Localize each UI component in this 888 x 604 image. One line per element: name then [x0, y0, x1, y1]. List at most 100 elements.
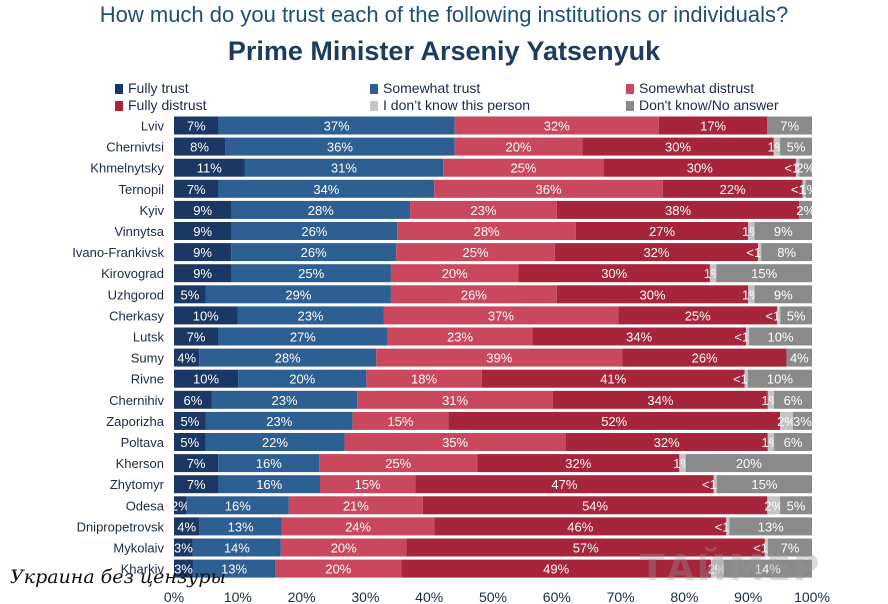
data-label: 25% — [463, 245, 489, 260]
legend-swatch-dont-know-person — [370, 101, 378, 112]
bar-segment-dont-know-person — [780, 411, 793, 430]
bar-segment-somewhat-distrust — [396, 243, 555, 262]
data-label: 25% — [298, 266, 324, 281]
category-label: Zhytomyr — [110, 477, 165, 492]
data-label: 30% — [601, 266, 627, 281]
bar-segment-somewhat-trust — [231, 243, 397, 262]
data-label: 10% — [193, 372, 219, 387]
data-label: 28% — [474, 224, 500, 239]
data-label: 26% — [692, 351, 718, 366]
data-label: 35% — [442, 435, 468, 450]
bar-segment-dont-know-answer — [786, 348, 812, 367]
bar-segment-somewhat-trust — [205, 285, 391, 304]
data-label: 30% — [687, 161, 713, 176]
data-label: 31% — [442, 393, 468, 408]
data-label: 15% — [355, 477, 381, 492]
data-label: 5% — [787, 498, 806, 513]
bar-segment-fully-distrust — [565, 433, 768, 451]
category-label: Ternopil — [118, 182, 164, 197]
bar-segment-dont-know-answer — [780, 306, 812, 325]
legend-somewhat-distrust: Somewhat distrust — [626, 80, 754, 96]
data-label: 7% — [187, 182, 206, 197]
x-tick-label: 10% — [224, 589, 252, 604]
data-label: 7% — [187, 119, 206, 134]
bar-segment-fully-distrust — [662, 179, 803, 198]
data-label: 16% — [225, 498, 251, 513]
bar-segment-somewhat-distrust — [320, 475, 416, 494]
bar-segment-somewhat-trust — [231, 200, 411, 219]
bar-segment-somewhat-distrust — [344, 433, 566, 451]
legend-fully-distrust: Fully distrust — [115, 97, 207, 113]
category-label: Odesa — [126, 498, 165, 513]
bar-segment-dont-know-person — [773, 137, 781, 156]
category-label: Chernivtsi — [106, 140, 164, 155]
legend-label-dont-know-person: I don’t know this person — [383, 97, 531, 113]
watermark-left: Украина без цензуры — [10, 566, 226, 588]
bar-segment-somewhat-trust — [211, 390, 358, 409]
bar-segment-fully-trust — [174, 369, 239, 388]
bar-segment-somewhat-trust — [192, 538, 281, 557]
bar-segment-dont-know-person — [802, 179, 806, 198]
category-label: Kharkiv — [121, 562, 165, 577]
bar-segment-dont-know-answer — [716, 264, 812, 283]
data-label: 41% — [600, 372, 626, 387]
data-label: 26% — [301, 245, 327, 260]
category-label: Sumy — [131, 351, 165, 366]
bar-segment-dont-know-answer — [774, 390, 812, 409]
bar-segment-somewhat-trust — [244, 158, 444, 177]
bar-segment-somewhat-distrust — [376, 348, 623, 367]
data-label: 3% — [174, 562, 193, 577]
bar-segment-dont-know-answer — [799, 200, 812, 219]
bar-segment-dont-know-answer — [716, 475, 812, 494]
bar-segment-dont-know-person — [744, 369, 748, 388]
x-axis-ticks-layer: 0% 10% 20% 30% 40% 50% 60% 70% 80% 90% 100% — [164, 589, 830, 604]
bar-segment-somewhat-trust — [218, 327, 388, 346]
data-label: 15% — [751, 266, 777, 281]
data-label: 24% — [345, 519, 371, 534]
bar-segment-dont-know-answer — [774, 433, 812, 451]
bar-segment-somewhat-distrust — [397, 222, 576, 240]
legend-label-fully-distrust: Fully distrust — [128, 97, 207, 113]
category-label: Khmelnytsky — [90, 161, 164, 176]
bar-segment-somewhat-distrust — [281, 517, 435, 536]
data-label: 5% — [787, 140, 806, 155]
bar-segment-somewhat-distrust — [410, 200, 557, 219]
data-label: 2% — [708, 562, 727, 577]
data-label: 10% — [768, 330, 794, 345]
legend-somewhat-trust: Somewhat trust — [370, 80, 480, 96]
x-tick-label: 70% — [607, 589, 635, 604]
bar-segment-fully-trust — [174, 243, 232, 262]
bar-segment-fully-distrust — [448, 411, 781, 430]
data-label: 16% — [256, 456, 282, 471]
legend-label-somewhat-distrust: Somewhat distrust — [639, 80, 755, 96]
data-label: 32% — [565, 456, 591, 471]
bar-segment-dont-know-answer — [767, 116, 812, 135]
bar-segment-somewhat-trust — [205, 433, 345, 451]
bar-segment-somewhat-distrust — [275, 559, 402, 578]
category-label: Cherkasy — [109, 308, 164, 323]
data-label: 28% — [308, 203, 334, 218]
bar-segment-fully-distrust — [532, 327, 746, 346]
bar-segment-dont-know-answer — [747, 369, 812, 388]
data-label: 46% — [567, 519, 593, 534]
bar-segment-dont-know-person — [713, 475, 717, 494]
bar-segment-fully-trust — [174, 496, 187, 515]
data-label: 39% — [486, 351, 512, 366]
bar-segment-dont-know-answer — [749, 327, 812, 346]
bar-segment-fully-trust — [174, 306, 238, 325]
data-label: 32% — [544, 119, 570, 134]
data-label: 15% — [751, 477, 777, 492]
bar-segment-dont-know-person — [767, 496, 781, 515]
bar-segment-fully-distrust — [618, 306, 778, 325]
bar-segment-dont-know-person — [710, 559, 724, 578]
data-label: 57% — [573, 541, 599, 556]
data-label: 7% — [781, 541, 800, 556]
bar-segment-somewhat-trust — [237, 306, 384, 325]
x-tick-label: 30% — [351, 589, 379, 604]
bars-layer: 7% 37% 32% 17% 7% 8% 36% 20% 30% 1% 5% 11% 31% 25% 30%… — [171, 116, 819, 578]
data-label: 38% — [665, 203, 691, 218]
bar-segment-fully-trust — [174, 411, 206, 430]
x-tick-label: 40% — [415, 589, 443, 604]
x-tick-label: 20% — [288, 589, 316, 604]
